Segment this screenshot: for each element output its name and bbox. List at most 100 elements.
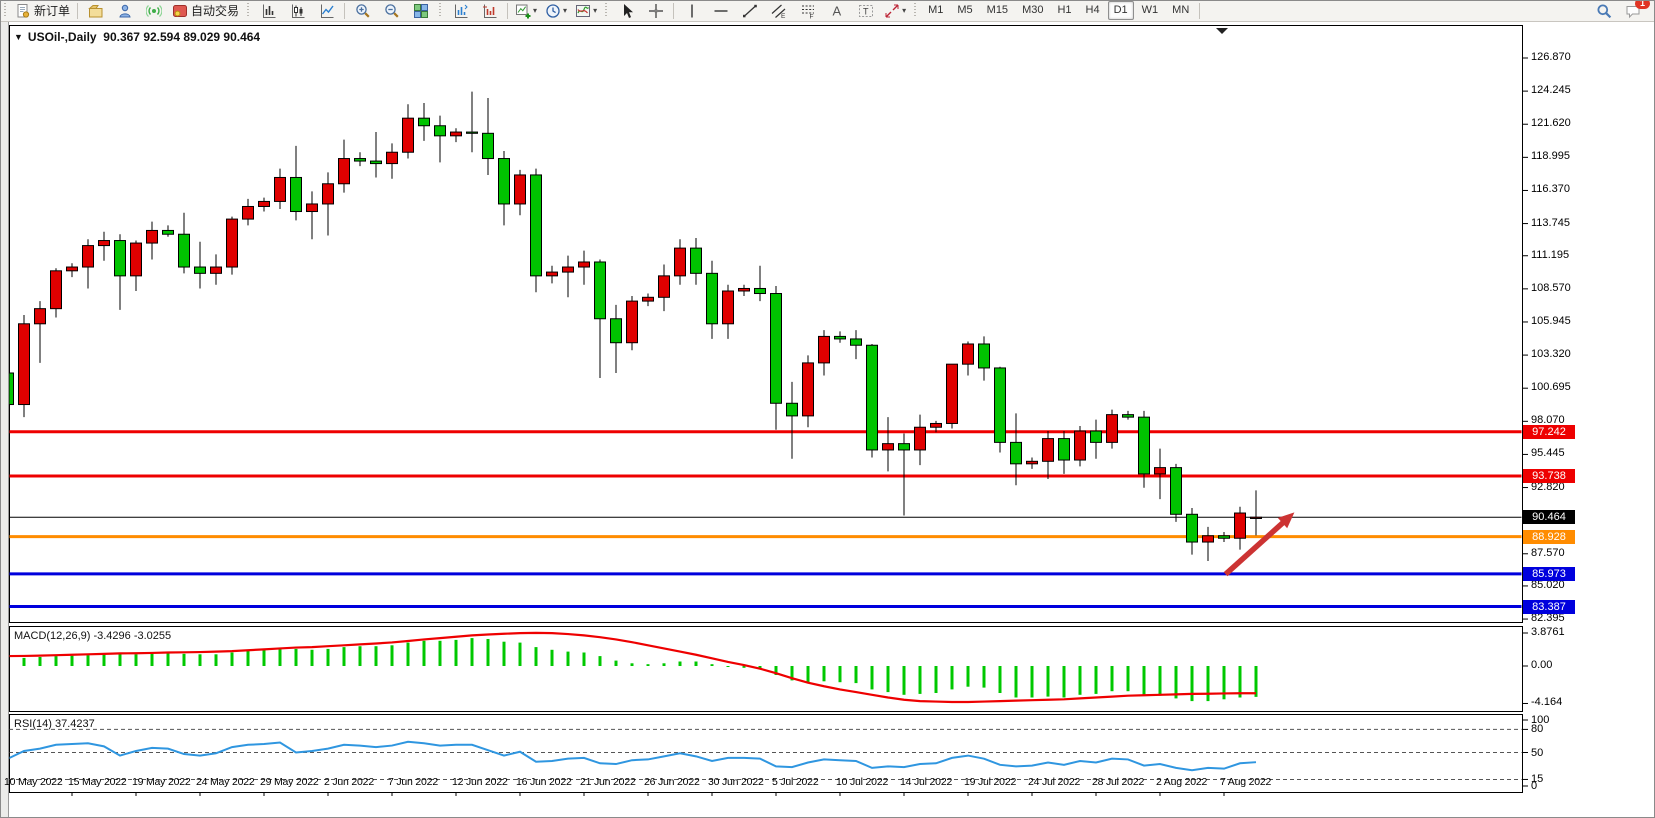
toolbar-grip[interactable] [604, 3, 610, 18]
timeframe-button-M15[interactable]: M15 [986, 4, 1009, 16]
trendline-tool-button[interactable] [736, 0, 763, 21]
market-watch-icon [117, 3, 133, 19]
fibonacci-tool-button[interactable]: F [794, 0, 821, 21]
timeframe-button-M30[interactable]: M30 [1022, 4, 1044, 16]
price-tick-label: 105.945 [1531, 314, 1571, 327]
arrange-2-icon [482, 3, 498, 19]
svg-text:F: F [809, 13, 813, 19]
macd-pane-border [9, 626, 1523, 712]
timeframe-button-M5[interactable]: M5 [957, 4, 973, 16]
zoom-in-button[interactable] [349, 0, 376, 21]
macd-axis-label: 3.8761 [1531, 626, 1565, 638]
vertical-line-icon [684, 3, 700, 19]
chart-shift-marker[interactable] [1216, 28, 1228, 34]
price-tick-label: 103.320 [1531, 348, 1571, 361]
price-line-tag: 83.387 [1523, 599, 1575, 614]
timeframe-button-M1[interactable]: M1 [928, 4, 944, 16]
timeframe-button-MN[interactable]: MN [1172, 4, 1190, 16]
new-chart-button[interactable]: ▾ [512, 0, 540, 21]
bar-chart-button[interactable] [255, 0, 282, 21]
chat-button[interactable]: 1 [1619, 0, 1650, 21]
zoom-out-button[interactable] [378, 0, 405, 21]
price-tick-label: 126.870 [1531, 51, 1571, 63]
search-icon [1596, 3, 1612, 19]
window-left-edge [0, 22, 9, 818]
market-watch-button[interactable] [111, 0, 138, 21]
bar-chart-icon [261, 3, 277, 19]
toolbar-grip[interactable] [246, 3, 252, 18]
periods-button[interactable]: ▾ [542, 0, 570, 21]
auto-arrange-button[interactable] [447, 0, 474, 21]
timeframe-button-D1[interactable]: D1 [1107, 1, 1134, 20]
price-axis-ticks [1522, 57, 1528, 787]
price-line-tag: 93.738 [1523, 468, 1575, 483]
rsi-pane-border [9, 714, 1523, 793]
timeframe-button-H1[interactable]: H1 [1057, 4, 1072, 16]
cursor-tool-button[interactable] [613, 0, 640, 21]
chevron-down-icon[interactable]: ▼ [14, 32, 23, 42]
date-axis-label: 30 Jun 2022 [708, 776, 764, 788]
rsi-axis-label: 100 [1531, 714, 1550, 726]
search-button[interactable] [1590, 0, 1617, 21]
text-tool-button[interactable]: A [823, 0, 850, 21]
channel-tool-button[interactable]: E [765, 0, 792, 21]
zoom-in-icon [355, 3, 371, 19]
macd-axis-label: -4.164 [1531, 696, 1563, 709]
arrows-tool-button[interactable]: ▾ [881, 0, 909, 21]
date-axis-label: 21 Jun 2022 [580, 776, 636, 788]
date-axis-label: 19 Jul 2022 [964, 776, 1017, 788]
chart-ohlc-values: 90.367 92.594 89.029 90.464 [103, 30, 261, 44]
new-chart-icon [515, 3, 531, 19]
price-line-tag: 88.928 [1523, 529, 1575, 544]
chevron-down-icon: ▾ [593, 6, 598, 15]
price-tick-label: 87.570 [1531, 546, 1565, 559]
notification-badge: 1 [1635, 0, 1650, 9]
candlestick-chart[interactable] [0, 22, 1655, 818]
toolbar-grip[interactable] [3, 3, 8, 18]
toolbar-separator [1199, 2, 1201, 19]
autotrade-button[interactable]: 自动交易 [169, 0, 242, 21]
line-chart-icon [319, 3, 335, 19]
chevron-down-icon: ▾ [563, 6, 568, 15]
date-axis-label: 2 Aug 2022 [1156, 776, 1208, 788]
svg-text:T: T [863, 6, 869, 16]
chart-window[interactable]: ▼ USOil-,Daily 90.367 92.594 89.029 90.46… [0, 22, 1655, 818]
date-axis-label: 10 Jul 2022 [836, 776, 889, 788]
toolbar-grip[interactable] [913, 3, 919, 18]
date-axis-label: 2 Jun 2022 [324, 776, 374, 788]
new-order-button[interactable]: 新订单 [12, 0, 73, 21]
macd-axis-label: 0.00 [1531, 659, 1553, 671]
rsi-axis-label: 0 [1531, 780, 1538, 792]
cascade-button[interactable] [476, 0, 503, 21]
line-chart-button[interactable] [313, 0, 340, 21]
date-axis-label: 16 Jun 2022 [516, 776, 572, 788]
level-lines-layer [9, 430, 1522, 609]
toolbar-grip[interactable] [438, 3, 444, 18]
indicators-icon [575, 3, 591, 19]
price-tick-label: 100.695 [1531, 381, 1571, 394]
tile-windows-button[interactable] [407, 0, 434, 21]
vertical-line-tool-button[interactable] [678, 0, 705, 21]
signals-icon [145, 3, 162, 19]
arrow-tools-icon [884, 3, 900, 19]
date-axis-label: 7 Jun 2022 [388, 776, 438, 788]
crosshair-tool-button[interactable] [642, 0, 669, 21]
price-tick-label: 108.570 [1531, 281, 1571, 294]
candlestick-chart-button[interactable] [284, 0, 311, 21]
timeframe-button-W1[interactable]: W1 [1141, 4, 1159, 16]
rsi-axis-label: 15 [1531, 773, 1544, 786]
horizontal-line-icon [713, 3, 729, 19]
price-line-tag: 97.242 [1523, 424, 1575, 439]
signals-button[interactable] [140, 0, 167, 21]
horizontal-line-tool-button[interactable] [707, 0, 734, 21]
date-axis-label: 10 May 2022 [4, 776, 63, 788]
toolbar-separator [77, 2, 79, 19]
trend-arrow-annotation[interactable] [1223, 512, 1295, 577]
label-tool-button[interactable]: T [852, 0, 879, 21]
timeframe-button-H4[interactable]: H4 [1085, 4, 1100, 16]
arrange-1-icon [453, 3, 469, 19]
date-axis-label: 24 May 2022 [196, 776, 255, 788]
indicators-button[interactable]: ▾ [572, 0, 600, 21]
chart-profiles-button[interactable] [82, 0, 109, 21]
macd-layer [9, 631, 1258, 704]
